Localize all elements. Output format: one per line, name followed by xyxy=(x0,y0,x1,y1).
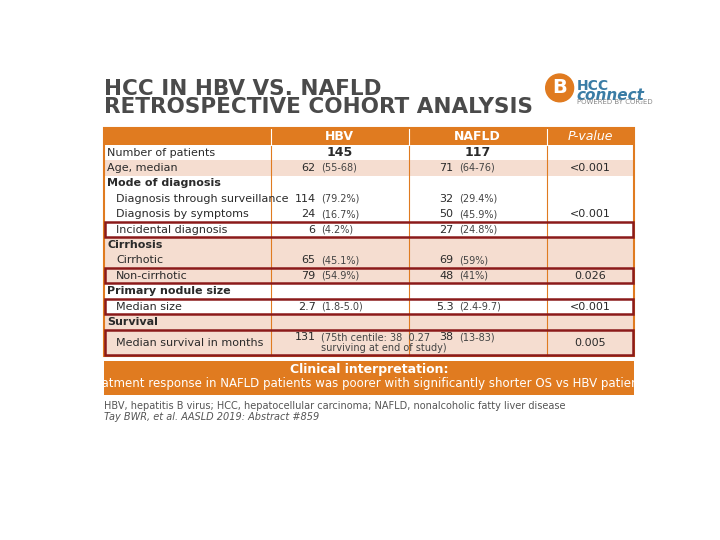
Text: (55-68): (55-68) xyxy=(321,163,357,173)
Text: Cirrhotic: Cirrhotic xyxy=(117,255,163,265)
Text: (24.8%): (24.8%) xyxy=(459,225,497,234)
Text: 71: 71 xyxy=(439,163,454,173)
Bar xyxy=(104,268,634,283)
Text: (54.9%): (54.9%) xyxy=(321,271,359,281)
Bar xyxy=(104,237,634,253)
Text: Diagnosis through surveillance: Diagnosis through surveillance xyxy=(117,194,289,204)
Text: 79: 79 xyxy=(301,271,315,281)
Bar xyxy=(104,160,634,176)
Text: 131: 131 xyxy=(294,333,315,342)
Text: Median size: Median size xyxy=(117,301,182,312)
Bar xyxy=(104,191,634,206)
Bar xyxy=(104,222,634,237)
Text: 114: 114 xyxy=(294,194,315,204)
Text: (2.4-9.7): (2.4-9.7) xyxy=(459,301,500,312)
Text: 32: 32 xyxy=(439,194,454,204)
Bar xyxy=(104,299,634,314)
Text: Age, median: Age, median xyxy=(107,163,178,173)
Text: (79.2%): (79.2%) xyxy=(321,194,359,204)
Text: 27: 27 xyxy=(439,225,454,234)
Bar xyxy=(104,128,634,145)
Bar xyxy=(104,128,634,356)
Text: connect: connect xyxy=(577,88,644,103)
Text: Diagnosis by symptoms: Diagnosis by symptoms xyxy=(117,209,249,219)
Text: <0.001: <0.001 xyxy=(570,163,611,173)
Bar xyxy=(104,176,634,191)
Text: Mode of diagnosis: Mode of diagnosis xyxy=(107,178,221,188)
Text: NAFLD: NAFLD xyxy=(454,130,501,143)
Text: (4.2%): (4.2%) xyxy=(321,225,353,234)
Text: 2.7: 2.7 xyxy=(297,301,315,312)
Text: Number of patients: Number of patients xyxy=(107,147,215,158)
Text: <0.001: <0.001 xyxy=(570,209,611,219)
Text: 65: 65 xyxy=(302,255,315,265)
Text: 5.3: 5.3 xyxy=(436,301,454,312)
Bar xyxy=(104,253,634,268)
Text: Treatment response in NAFLD patients was poorer with significantly shorter OS vs: Treatment response in NAFLD patients was… xyxy=(84,377,654,390)
Text: 6: 6 xyxy=(309,225,315,234)
Text: (41%): (41%) xyxy=(459,271,487,281)
Text: HCC IN HBV VS. NAFLD: HCC IN HBV VS. NAFLD xyxy=(104,79,382,99)
Bar xyxy=(104,314,634,330)
Text: HBV, hepatitis B virus; HCC, hepatocellular carcinoma; NAFLD, nonalcoholic fatty: HBV, hepatitis B virus; HCC, hepatocellu… xyxy=(104,401,565,411)
Text: (13-83): (13-83) xyxy=(459,333,495,342)
Text: Tay BWR, et al. AASLD 2019: Abstract #859: Tay BWR, et al. AASLD 2019: Abstract #85… xyxy=(104,412,319,422)
Text: 145: 145 xyxy=(327,146,353,159)
Text: (64-76): (64-76) xyxy=(459,163,495,173)
Text: (45.9%): (45.9%) xyxy=(459,209,497,219)
Text: Survival: Survival xyxy=(107,317,158,327)
Text: Non-cirrhotic: Non-cirrhotic xyxy=(117,271,188,281)
Text: 50: 50 xyxy=(439,209,454,219)
Text: (16.7%): (16.7%) xyxy=(321,209,359,219)
Text: 62: 62 xyxy=(302,163,315,173)
Text: (29.4%): (29.4%) xyxy=(459,194,497,204)
Text: 0.026: 0.026 xyxy=(575,271,606,281)
Bar xyxy=(104,299,634,314)
Text: 38: 38 xyxy=(439,333,454,342)
Text: surviving at end of study): surviving at end of study) xyxy=(321,343,446,353)
Text: Clinical interpretation:: Clinical interpretation: xyxy=(289,363,449,376)
Text: Primary nodule size: Primary nodule size xyxy=(107,286,230,296)
Text: POWERED BY COR₂ED: POWERED BY COR₂ED xyxy=(577,99,652,105)
Bar xyxy=(104,206,634,222)
Text: <0.001: <0.001 xyxy=(570,301,611,312)
Bar xyxy=(104,330,634,356)
Text: 48: 48 xyxy=(439,271,454,281)
Bar xyxy=(104,222,634,237)
Text: Median survival in months: Median survival in months xyxy=(117,338,264,348)
Text: (59%): (59%) xyxy=(459,255,488,265)
Text: 117: 117 xyxy=(464,146,491,159)
Text: HBV: HBV xyxy=(325,130,354,143)
Bar xyxy=(104,361,634,395)
Text: (75th centile: 38  0.27: (75th centile: 38 0.27 xyxy=(321,333,430,342)
Text: P-value: P-value xyxy=(567,130,613,143)
Bar xyxy=(104,330,634,355)
Text: (1.8-5.0): (1.8-5.0) xyxy=(321,301,363,312)
Text: HCC: HCC xyxy=(577,79,609,93)
Text: B: B xyxy=(552,78,567,97)
Text: 0.005: 0.005 xyxy=(575,338,606,348)
Text: Incidental diagnosis: Incidental diagnosis xyxy=(117,225,228,234)
Text: 24: 24 xyxy=(301,209,315,219)
Text: 69: 69 xyxy=(439,255,454,265)
Text: RETROSPECTIVE COHORT ANALYSIS: RETROSPECTIVE COHORT ANALYSIS xyxy=(104,97,533,117)
Bar xyxy=(104,145,634,160)
Bar xyxy=(104,284,634,299)
Bar xyxy=(104,268,634,284)
Text: Cirrhosis: Cirrhosis xyxy=(107,240,163,250)
Text: (45.1%): (45.1%) xyxy=(321,255,359,265)
Circle shape xyxy=(546,74,574,102)
